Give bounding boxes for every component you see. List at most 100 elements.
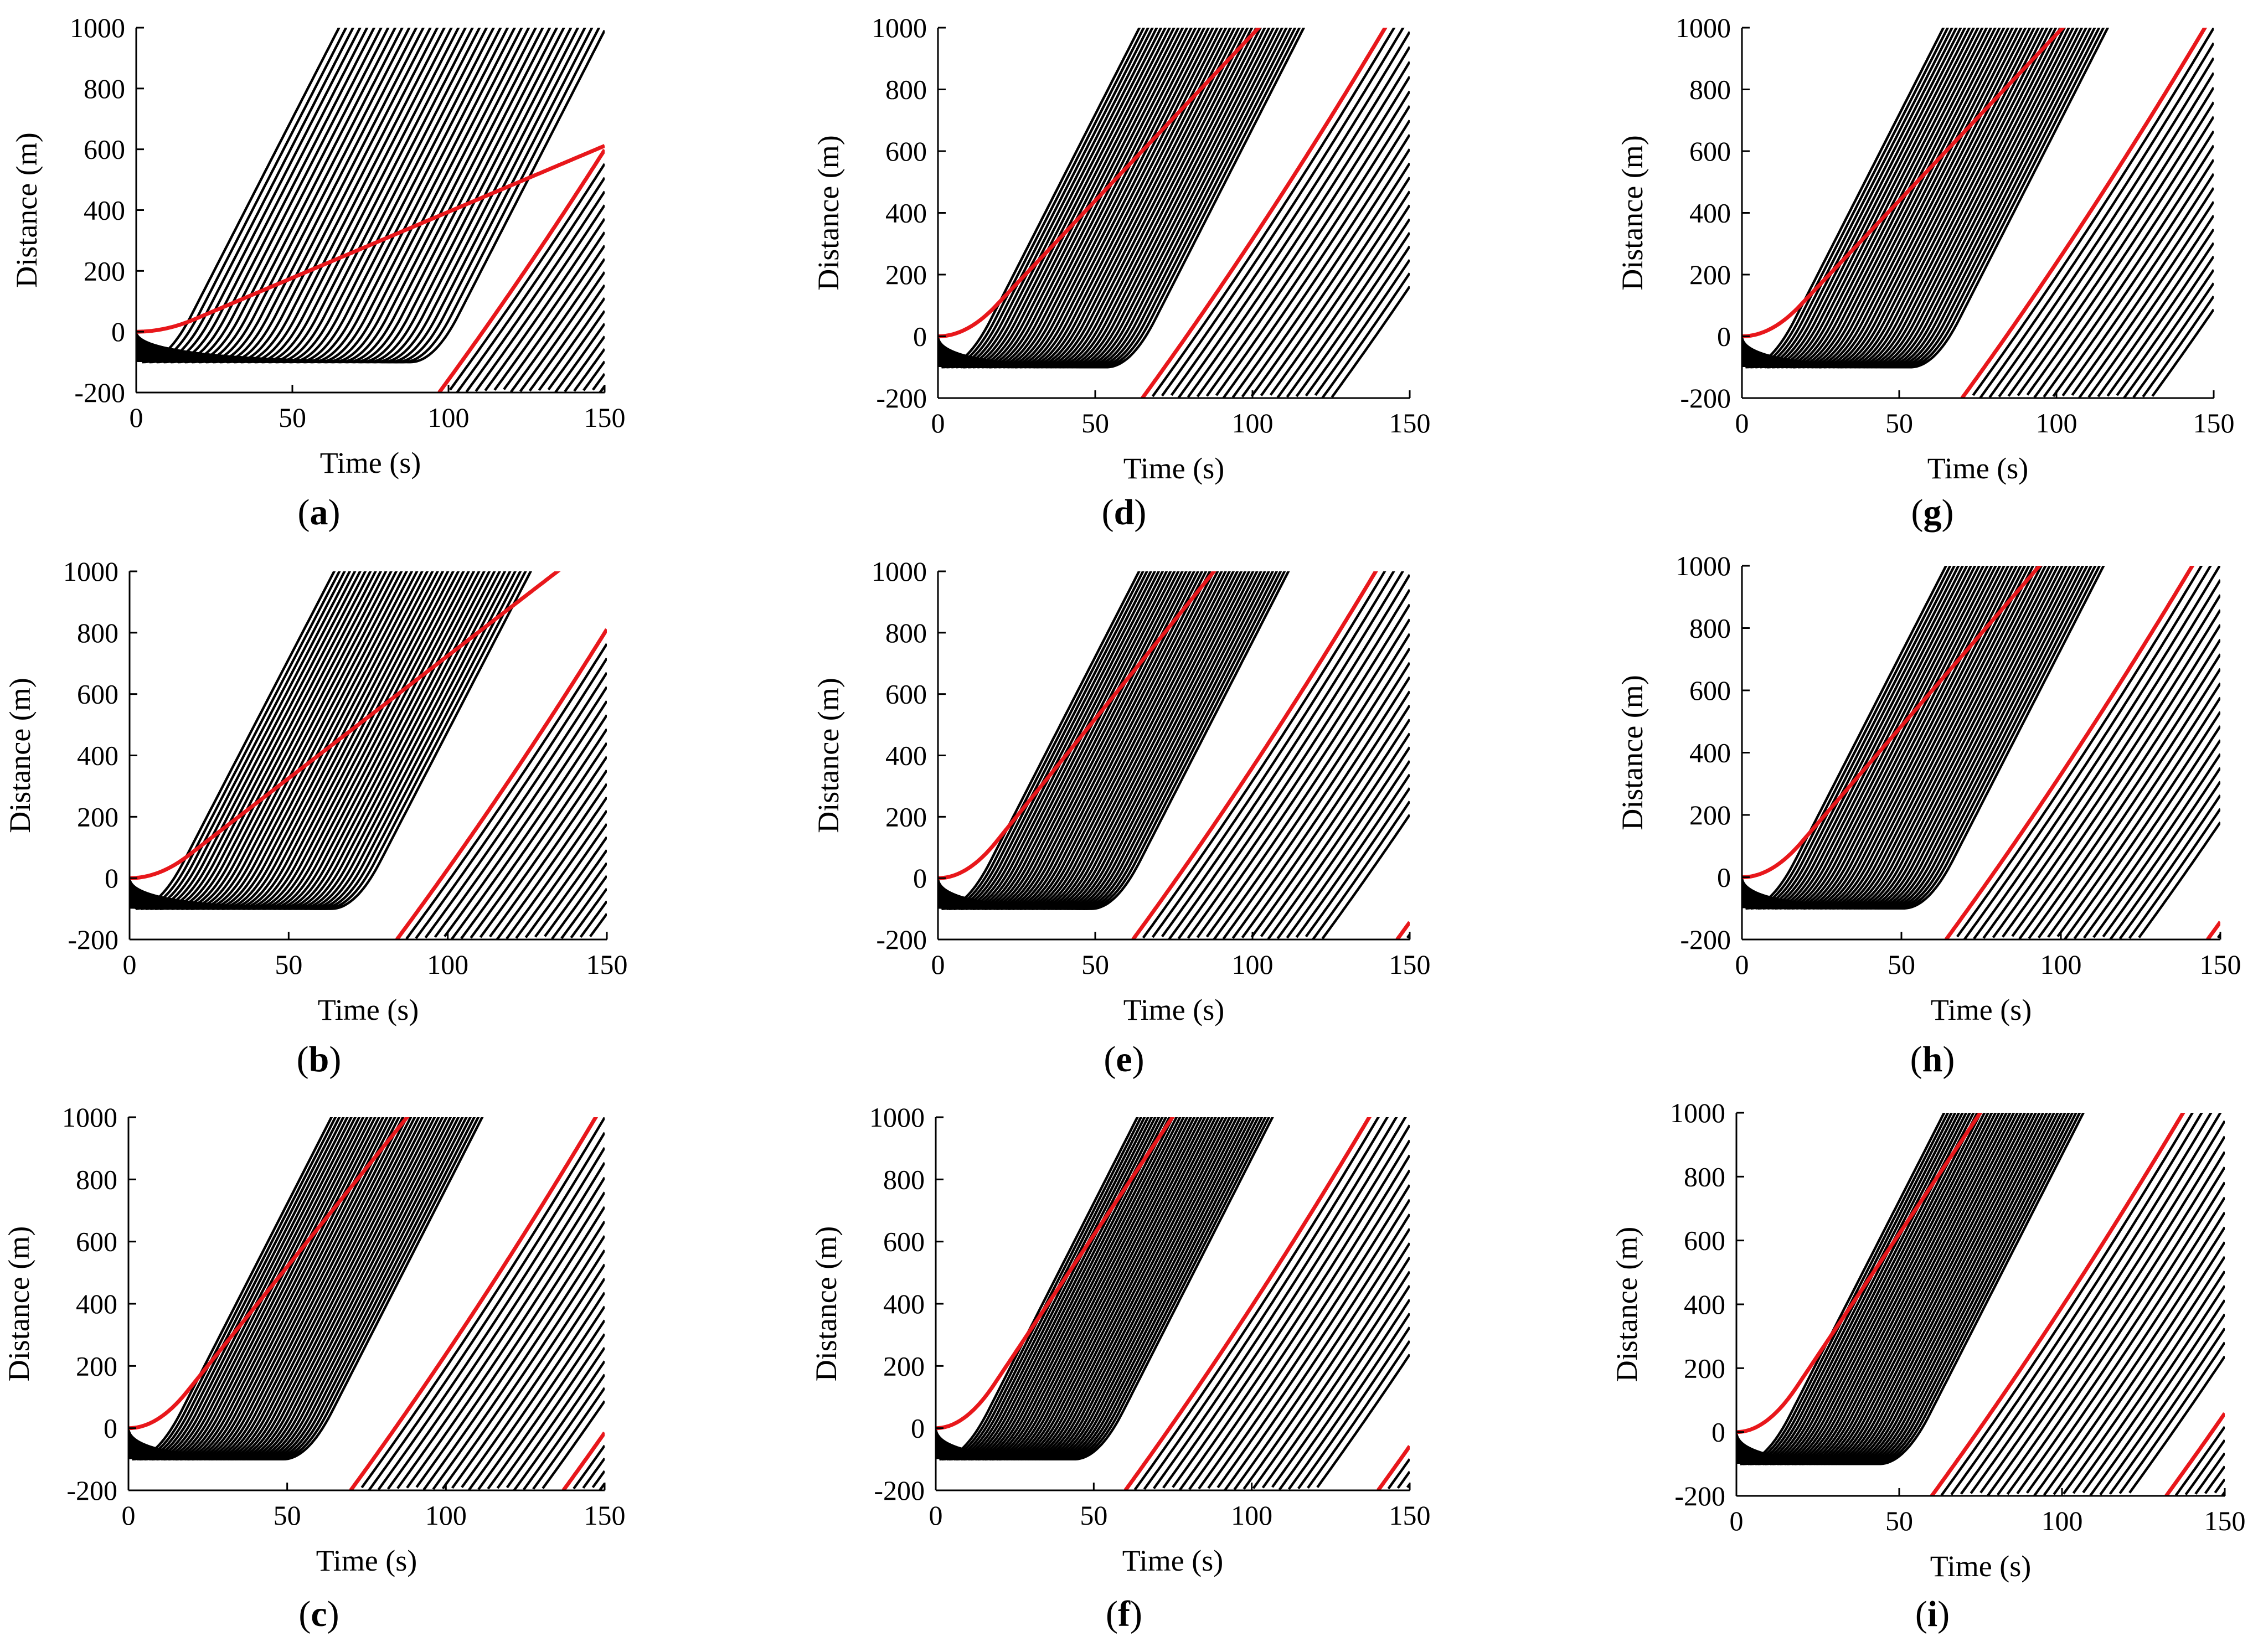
trajectory-line	[2082, 1285, 2225, 1494]
trajectory-line	[2142, 295, 2214, 398]
x-tick-label: 100	[1231, 1500, 1272, 1531]
panel-caption: (c)	[298, 1594, 339, 1634]
trajectory-line	[938, 571, 1192, 910]
red-trajectory-line	[938, 28, 1262, 338]
trajectory-line	[936, 1117, 1143, 1461]
trajectory-line	[493, 231, 605, 391]
trajectory-line	[1152, 1117, 1398, 1490]
red-trajectory-line	[395, 628, 607, 939]
trajectory-line	[2204, 1465, 2225, 1494]
trajectory-line	[938, 28, 1146, 369]
trajectory-line	[1168, 574, 1410, 939]
trajectory-line	[1742, 28, 1979, 369]
trajectory-line	[2118, 1341, 2225, 1494]
trajectory-line	[534, 836, 607, 938]
trajectory-line	[2184, 1439, 2225, 1496]
trajectory-line	[128, 1117, 365, 1461]
trajectory-line	[513, 1360, 605, 1490]
trajectory-line	[2043, 144, 2214, 398]
trajectory-line	[1742, 566, 2006, 910]
trajectory-line	[1736, 1113, 2059, 1465]
trajectory-line	[938, 571, 1275, 910]
panel-caption: (d)	[1102, 492, 1147, 533]
trajectory-line	[1742, 566, 1968, 910]
y-tick-label: 400	[1689, 198, 1731, 229]
trajectory-line	[938, 28, 1306, 369]
trajectory-line	[2138, 821, 2220, 938]
x-tick-label: 100	[1232, 949, 1274, 980]
trajectory-line	[1307, 1340, 1410, 1489]
y-tick-label: 0	[104, 1413, 117, 1444]
trajectory-line	[130, 571, 357, 910]
red-trajectory-line	[1742, 566, 2043, 879]
y-tick-label: 200	[84, 255, 125, 286]
trajectory-line	[582, 360, 605, 391]
trajectory-line	[938, 571, 1184, 910]
trajectory-line	[2132, 282, 2214, 398]
trajectory-line	[573, 1444, 605, 1490]
trajectory-line	[509, 258, 605, 393]
y-tick-label: 0	[913, 321, 927, 352]
trajectory-line	[1736, 1113, 1993, 1465]
trajectory-line	[524, 823, 607, 938]
plot-area	[1742, 566, 2220, 939]
trajectory-line	[1956, 566, 2203, 938]
trajectory-line	[477, 1305, 605, 1490]
red-trajectory-line	[136, 144, 605, 334]
trajectory-line	[936, 1117, 1153, 1461]
trajectory-line	[938, 571, 1188, 910]
trajectory-line	[484, 218, 605, 391]
trajectory-line	[936, 1117, 1182, 1461]
trajectory-line	[2026, 116, 2214, 396]
trajectory-line	[128, 1117, 468, 1461]
trajectory-line	[1742, 28, 1993, 369]
trajectory-line	[1161, 28, 1405, 397]
x-tick-label: 150	[1389, 949, 1431, 980]
trajectory-line	[938, 28, 1189, 369]
red-trajectory-line	[1395, 921, 1410, 939]
trajectory-line	[1250, 704, 1410, 938]
trajectory-line	[130, 571, 336, 910]
trajectory-line	[136, 28, 376, 364]
red-trajectory-line	[1123, 1117, 1372, 1490]
trajectory-line	[1216, 1199, 1410, 1489]
y-tick-label: -200	[874, 1475, 925, 1506]
x-tick-label: 50	[1080, 1500, 1107, 1531]
trajectory-line	[1305, 245, 1410, 397]
trajectory-line	[128, 1117, 345, 1461]
panel-caption: (b)	[297, 1039, 342, 1080]
trajectory-line	[448, 163, 605, 391]
trajectory-line	[936, 1117, 1274, 1461]
trajectory-line	[2174, 1426, 2225, 1496]
trajectory-line	[130, 571, 383, 910]
trajectory-line	[547, 310, 605, 391]
trajectory-line	[936, 1117, 1146, 1461]
y-tick-label: -200	[1674, 1480, 1725, 1511]
y-tick-label: -200	[66, 1475, 117, 1506]
y-tick-label: 200	[77, 801, 118, 832]
trajectory-line	[936, 1117, 1199, 1461]
x-tick-label: 150	[584, 1500, 626, 1531]
trajectory-line	[1742, 28, 1984, 369]
trajectory-line	[1177, 46, 1410, 398]
trajectory-line	[2056, 696, 2220, 937]
trajectory-line	[1742, 566, 1956, 910]
trajectory-line	[1276, 204, 1410, 398]
trajectory-line	[1736, 1113, 2015, 1465]
y-tick-label: 200	[1689, 799, 1731, 830]
trajectory-line	[1992, 594, 2220, 938]
trajectory-line	[1172, 1124, 1410, 1488]
trajectory-line	[938, 571, 1141, 911]
trajectory-line	[2053, 1241, 2225, 1495]
trajectory-line	[1963, 566, 2212, 939]
trajectory-line	[1736, 1113, 2019, 1465]
x-tick-label: 150	[584, 402, 626, 433]
trajectory-line	[1278, 1299, 1410, 1490]
trajectory-line	[2071, 187, 2214, 396]
trajectory-line	[130, 571, 393, 910]
y-axis-title: Distance (m)	[810, 1226, 843, 1381]
red-trajectory-line	[437, 148, 605, 393]
trajectory-line	[1222, 120, 1410, 398]
trajectory-line	[1742, 28, 1962, 369]
trajectory-line	[560, 875, 607, 939]
